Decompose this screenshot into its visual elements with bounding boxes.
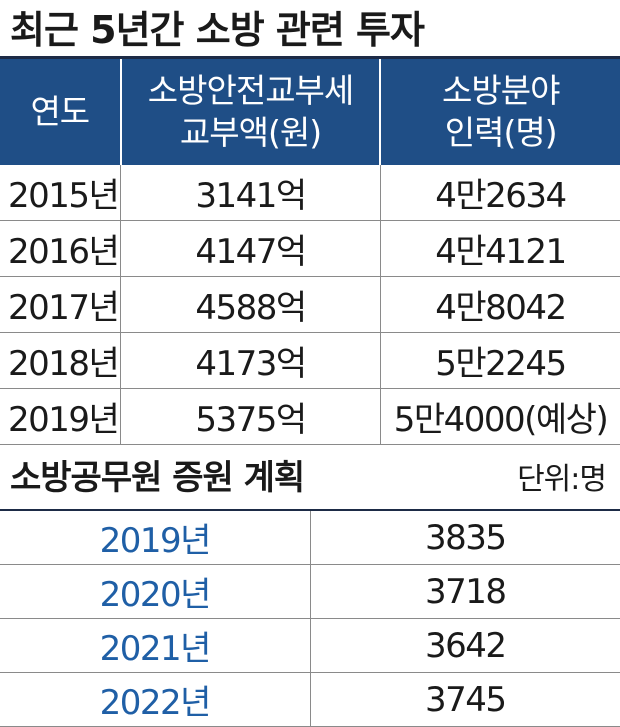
investment-table: 연도 소방안전교부세 교부액(원) 소방분야 인력(명) 2015년 3141억… [0,59,620,445]
cell-grant: 4588억 [120,276,381,333]
table-row: 2019년 3835 [0,511,620,565]
cell-year: 2019년 [0,388,122,445]
table-row: 2016년 4147억 4만4121 [0,220,620,277]
header-staff-line2: 인력(명) [444,113,558,152]
table-row: 2018년 4173억 5만2245 [0,332,620,389]
cell-year: 2018년 [0,332,122,389]
table-row: 2021년 3642 [0,618,620,673]
unit-label: 단위:명 [517,462,607,497]
cell-plan-year: 2020년 [0,564,311,619]
cell-grant: 4147억 [120,220,381,277]
cell-plan-year: 2021년 [0,618,311,673]
header-grant-line2: 교부액(원) [179,113,322,152]
header-year-label: 연도 [30,92,90,131]
cell-grant: 5375억 [120,388,381,445]
cell-plan-year: 2019년 [0,511,311,565]
cell-year: 2017년 [0,276,122,333]
cell-year: 2016년 [0,220,122,277]
plan-section-title: 소방공무원 증원 계획 [10,458,305,498]
header-staff-line1: 소방분야 [441,71,560,110]
table-row: 2015년 3141억 4만2634 [0,165,620,221]
cell-plan-value: 3642 [310,618,620,673]
header-year: 연도 [0,59,122,165]
cell-plan-value: 3835 [310,511,620,565]
cell-staff: 5만2245 [380,332,620,389]
table-header-row: 연도 소방안전교부세 교부액(원) 소방분야 인력(명) [0,59,620,165]
cell-grant: 4173억 [120,332,381,389]
cell-grant: 3141억 [120,165,381,221]
cell-year: 2015년 [0,165,122,221]
cell-staff: 4만8042 [380,276,620,333]
table-row: 2022년 3745 [0,672,620,727]
header-staff: 소방분야 인력(명) [380,59,620,165]
cell-staff: 4만4121 [380,220,620,277]
plan-divider [0,509,620,511]
table-row: 2020년 3718 [0,564,620,619]
cell-plan-value: 3745 [310,672,620,727]
cell-plan-value: 3718 [310,564,620,619]
cell-staff: 4만2634 [380,165,620,221]
table-row: 2017년 4588억 4만8042 [0,276,620,333]
cell-plan-year: 2022년 [0,672,311,727]
plan-table: 2019년 3835 2020년 3718 2021년 3642 2022년 3… [0,511,620,727]
header-grant: 소방안전교부세 교부액(원) [120,59,382,165]
table-row: 2019년 5375억 5만4000(예상) [0,388,620,445]
cell-staff: 5만4000(예상) [380,388,620,445]
header-grant-line1: 소방안전교부세 [147,71,355,110]
page-title: 최근 5년간 소방 관련 투자 [10,8,425,52]
title-divider [0,56,620,59]
